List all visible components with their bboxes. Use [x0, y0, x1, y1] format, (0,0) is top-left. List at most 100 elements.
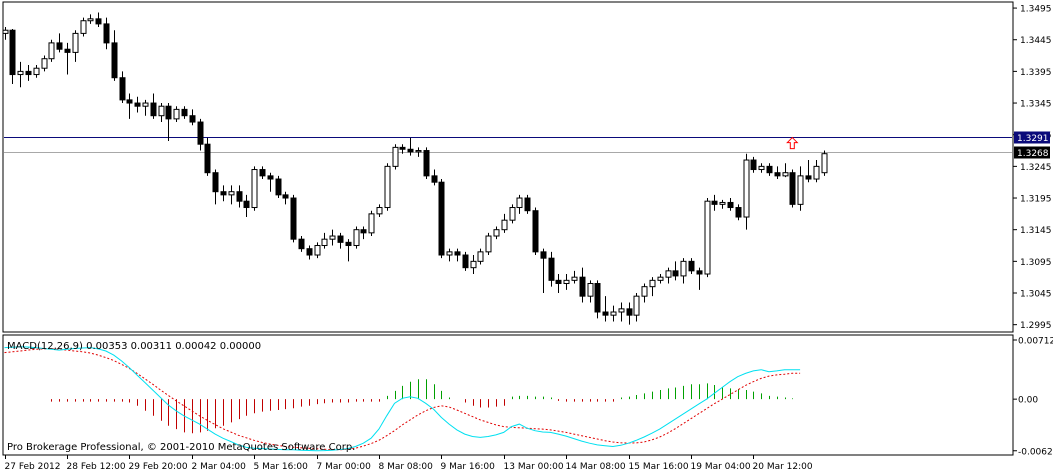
candle-bear-body [399, 146, 406, 150]
candle [524, 194, 531, 214]
candle [87, 14, 94, 24]
candle-bear-body [735, 207, 742, 218]
candle-bear-body [345, 241, 352, 247]
candle [173, 106, 180, 123]
candle-bull-body [2, 29, 9, 34]
candle-bear-body [64, 48, 71, 53]
candle [220, 185, 227, 202]
candle [259, 166, 266, 180]
candle-bull-body [329, 235, 336, 240]
candle [532, 207, 539, 256]
candle [345, 239, 352, 262]
candle [212, 169, 219, 205]
candle-bull-body [48, 42, 55, 60]
candle-bull-body [704, 200, 711, 275]
price-tick-label: 1.3045 [1020, 290, 1052, 300]
candle-bear-body [56, 42, 63, 50]
time-tick-label: 27 Feb 2012 [5, 462, 61, 472]
candle-bear-body [181, 108, 188, 117]
candle [48, 39, 55, 62]
candle [150, 93, 157, 119]
candle-bear-body [672, 270, 679, 277]
candle [126, 93, 133, 119]
candle-bull-body [384, 165, 391, 209]
macd-tick-label: 0.00712 [1018, 336, 1053, 346]
candle-bear-body [407, 148, 414, 153]
candle [501, 213, 508, 233]
bid-line-tag [1014, 146, 1050, 159]
candle [587, 280, 594, 303]
candle [485, 232, 492, 256]
candle [821, 150, 828, 176]
candle [33, 65, 40, 78]
price-tick-label: 1.3495 [1020, 5, 1052, 15]
candle [454, 248, 461, 262]
candle-bear-body [594, 283, 601, 313]
candle-bear-body [711, 200, 718, 205]
candle [368, 210, 375, 237]
candle [56, 33, 63, 53]
macd-tick-label: -0.00621 [1018, 447, 1053, 457]
candle-bear-body [212, 172, 219, 193]
candle-bull-body [477, 251, 484, 262]
candle-bear-body [275, 178, 282, 196]
candle-bull-body [158, 105, 165, 117]
candle-bull-body [321, 238, 328, 247]
candle [2, 27, 9, 40]
candle [384, 163, 391, 211]
candle-bull-body [446, 251, 453, 256]
candle [719, 199, 726, 209]
macd-lines [4, 346, 801, 452]
candle-bull-body [821, 153, 828, 174]
candle-bull-body [314, 245, 321, 256]
candle-bear-body [540, 251, 547, 259]
candle-bear-body [727, 201, 734, 209]
candle-bull-body [353, 229, 360, 247]
candle [142, 99, 149, 116]
candle [766, 163, 773, 176]
candle [165, 103, 172, 142]
time-tick-label: 20 Mar 12:00 [753, 462, 813, 472]
price-level-lines: 1.3291 1.3268 [4, 131, 1050, 159]
candle-bear-body [696, 270, 703, 275]
candle [594, 280, 601, 319]
candle [758, 163, 765, 173]
candle-bear-body [524, 197, 531, 212]
candle-bull-body [680, 260, 687, 277]
candle [197, 118, 204, 151]
candle-bull-body [665, 270, 672, 278]
candle [618, 302, 625, 322]
candle-bear-body [290, 197, 297, 240]
candle-bear-body [134, 102, 141, 107]
candle [423, 147, 430, 180]
candle-bull-body [493, 229, 500, 237]
price-axis: 1.2995 1.3045 1.3095 1.3145 1.3195 1.3245 1.32… [1013, 5, 1052, 331]
candle [267, 172, 274, 192]
price-tick-label: 1.3145 [1020, 226, 1052, 236]
candle [657, 274, 664, 284]
candle-bear-body [462, 254, 469, 269]
candle-bull-body [251, 169, 258, 209]
level-line-tag [1014, 131, 1050, 144]
candle-bull-body [641, 286, 648, 297]
candle [9, 28, 16, 85]
macd-indicator-label: MACD(12,26,9) 0.00353 0.00311 0.00042 0.… [7, 341, 261, 352]
candle [477, 248, 484, 265]
time-tick-label: 5 Mar 16:00 [254, 462, 309, 472]
candle-bear-body [766, 165, 773, 174]
candle-bear-body [360, 229, 367, 234]
candle [704, 198, 711, 278]
candle-bull-body [470, 260, 477, 269]
candle [282, 191, 289, 205]
candle-bull-body [501, 219, 508, 231]
candle [555, 274, 562, 294]
candle-bear-body [750, 159, 757, 171]
candle [134, 96, 141, 113]
price-tick-label: 1.2995 [1020, 321, 1052, 331]
candle-bear-body [602, 311, 609, 316]
candle-bear-body [579, 276, 586, 297]
candle-bull-body [33, 67, 40, 76]
price-tick-label: 1.3245 [1020, 163, 1052, 173]
